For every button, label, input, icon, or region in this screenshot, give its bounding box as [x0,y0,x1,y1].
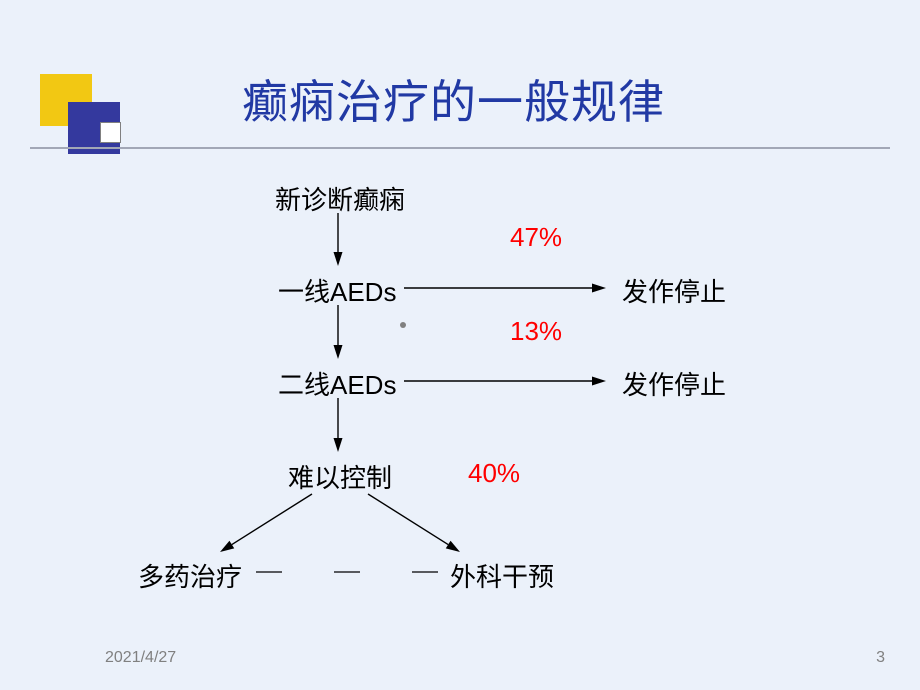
node-new-diagnosis: 新诊断癫痫 [275,180,405,217]
node-seizure-stop-1: 发作停止 [622,272,726,309]
node-hard-to-control: 难以控制 [288,458,392,495]
node-second-line-aeds: 二线AEDs [278,365,396,402]
node-polytherapy: 多药治疗 [138,557,242,594]
percent-13: 13% [510,316,562,347]
footer-page-number: 3 [876,649,885,667]
deco-square-white [100,122,121,143]
slide-title: 癫痫治疗的一般规律 [242,66,665,132]
node-seizure-stop-2: 发作停止 [622,365,726,402]
node-first-line-aeds: 一线AEDs [278,272,396,309]
percent-47: 47% [510,222,562,253]
slide-center-dot [400,322,406,328]
footer-date: 2021/4/27 [105,649,176,667]
node-surgery: 外科干预 [450,557,554,594]
percent-40: 40% [468,458,520,489]
title-underline [30,147,890,149]
